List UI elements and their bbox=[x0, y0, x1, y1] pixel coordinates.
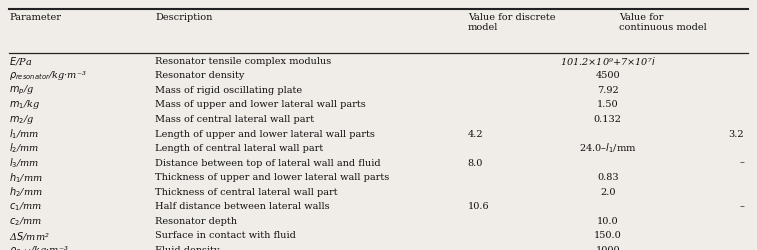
Text: Surface in contact with fluid: Surface in contact with fluid bbox=[155, 230, 296, 239]
Text: 1.50: 1.50 bbox=[597, 100, 618, 109]
Text: Resonator depth: Resonator depth bbox=[155, 216, 237, 225]
Text: $m_p$/g: $m_p$/g bbox=[9, 83, 34, 97]
Text: Thickness of central lateral wall part: Thickness of central lateral wall part bbox=[155, 187, 338, 196]
Text: Resonator density: Resonator density bbox=[155, 71, 245, 80]
Text: Value for discrete
model: Value for discrete model bbox=[468, 13, 556, 32]
Text: –: – bbox=[740, 158, 744, 167]
Text: 1000: 1000 bbox=[596, 245, 620, 250]
Text: 10.0: 10.0 bbox=[597, 216, 618, 225]
Text: 7.92: 7.92 bbox=[597, 86, 618, 94]
Text: $l_2$/mm: $l_2$/mm bbox=[9, 141, 39, 155]
Text: 150.0: 150.0 bbox=[594, 230, 621, 239]
Text: 0.83: 0.83 bbox=[597, 172, 618, 182]
Text: $l_3$/mm: $l_3$/mm bbox=[9, 156, 39, 169]
Text: Mass of upper and lower lateral wall parts: Mass of upper and lower lateral wall par… bbox=[155, 100, 366, 109]
Text: Value for
continuous model: Value for continuous model bbox=[619, 13, 707, 32]
Text: $h_1$/mm: $h_1$/mm bbox=[9, 170, 43, 184]
Text: 2.0: 2.0 bbox=[600, 187, 615, 196]
Text: $E$/Pa: $E$/Pa bbox=[9, 55, 33, 67]
Text: $\rho_{resonator}$/kg·m⁻³: $\rho_{resonator}$/kg·m⁻³ bbox=[9, 69, 87, 82]
Text: Mass of rigid oscillating plate: Mass of rigid oscillating plate bbox=[155, 86, 302, 94]
Text: $c_2$/mm: $c_2$/mm bbox=[9, 214, 42, 227]
Text: $\rho_{fluid}$/kg·m⁻³: $\rho_{fluid}$/kg·m⁻³ bbox=[9, 243, 69, 250]
Text: 101.2×10⁹+7×10⁷$i$: 101.2×10⁹+7×10⁷$i$ bbox=[560, 55, 656, 67]
Text: 3.2: 3.2 bbox=[728, 129, 744, 138]
Text: $c_1$/mm: $c_1$/mm bbox=[9, 200, 42, 212]
Text: Description: Description bbox=[155, 13, 213, 22]
Text: 8.0: 8.0 bbox=[468, 158, 483, 167]
Text: Fluid density: Fluid density bbox=[155, 245, 220, 250]
Text: Mass of central lateral wall part: Mass of central lateral wall part bbox=[155, 114, 314, 124]
Text: Parameter: Parameter bbox=[9, 13, 61, 22]
Text: $m_2$/g: $m_2$/g bbox=[9, 112, 34, 126]
Text: $l_1$/mm: $l_1$/mm bbox=[9, 127, 39, 140]
Text: –: – bbox=[740, 202, 744, 210]
Text: 0.132: 0.132 bbox=[594, 114, 621, 124]
Text: Length of upper and lower lateral wall parts: Length of upper and lower lateral wall p… bbox=[155, 129, 375, 138]
Text: Thickness of upper and lower lateral wall parts: Thickness of upper and lower lateral wal… bbox=[155, 172, 389, 182]
Text: Distance between top of lateral wall and fluid: Distance between top of lateral wall and… bbox=[155, 158, 381, 167]
Text: Half distance between lateral walls: Half distance between lateral walls bbox=[155, 202, 330, 210]
Text: $m_1$/kg: $m_1$/kg bbox=[9, 98, 40, 111]
Text: 24.0–$l_1$/mm: 24.0–$l_1$/mm bbox=[579, 141, 637, 155]
Text: 4500: 4500 bbox=[596, 71, 620, 80]
Text: $h_2$/mm: $h_2$/mm bbox=[9, 185, 43, 198]
Text: Resonator tensile complex modulus: Resonator tensile complex modulus bbox=[155, 56, 332, 66]
Text: Δ$S$/mm²: Δ$S$/mm² bbox=[9, 229, 50, 241]
Text: Length of central lateral wall part: Length of central lateral wall part bbox=[155, 144, 323, 152]
Text: 4.2: 4.2 bbox=[468, 129, 484, 138]
Text: 10.6: 10.6 bbox=[468, 202, 490, 210]
